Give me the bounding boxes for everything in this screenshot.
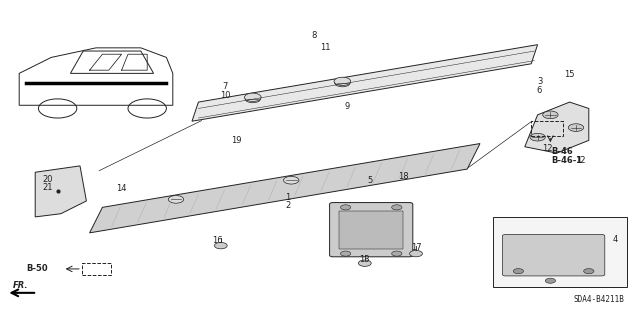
Circle shape: [584, 269, 594, 274]
Text: SDA4-B4211B: SDA4-B4211B: [573, 295, 624, 304]
Polygon shape: [35, 166, 86, 217]
Text: B-46-1: B-46-1: [552, 156, 583, 165]
Text: B-46: B-46: [552, 147, 573, 156]
Text: 9: 9: [345, 102, 350, 111]
Circle shape: [545, 278, 556, 283]
Text: 19: 19: [232, 137, 242, 145]
FancyBboxPatch shape: [330, 203, 413, 257]
Text: 2: 2: [285, 201, 291, 210]
Circle shape: [214, 242, 227, 249]
Circle shape: [392, 251, 402, 256]
Text: 1: 1: [285, 193, 291, 202]
Text: 18: 18: [398, 172, 408, 181]
Text: 17: 17: [411, 243, 421, 252]
Text: FR.: FR.: [13, 281, 28, 290]
Text: B-50: B-50: [26, 264, 48, 273]
Text: 20: 20: [43, 175, 53, 184]
Circle shape: [513, 269, 524, 274]
Circle shape: [392, 205, 402, 210]
Text: 16: 16: [212, 236, 223, 245]
Circle shape: [340, 205, 351, 210]
Circle shape: [530, 133, 545, 141]
Text: 7: 7: [223, 82, 228, 91]
Polygon shape: [192, 45, 538, 121]
Circle shape: [568, 124, 584, 131]
Text: 12: 12: [542, 144, 552, 153]
Text: 11: 11: [320, 43, 330, 52]
Text: 13: 13: [360, 256, 370, 264]
Polygon shape: [525, 102, 589, 153]
Text: 8: 8: [311, 31, 316, 40]
Circle shape: [168, 196, 184, 203]
Text: 12: 12: [575, 156, 585, 165]
Circle shape: [358, 260, 371, 266]
Text: 10: 10: [220, 91, 230, 100]
Circle shape: [410, 250, 422, 257]
Text: 3: 3: [537, 77, 542, 86]
Text: 5: 5: [367, 176, 372, 185]
Bar: [339, 211, 403, 249]
Circle shape: [543, 111, 558, 119]
Circle shape: [334, 77, 351, 85]
Text: 6: 6: [537, 86, 542, 95]
Bar: [82, 263, 111, 275]
Text: 21: 21: [43, 183, 53, 192]
Circle shape: [245, 95, 260, 103]
Bar: [493, 217, 627, 287]
FancyBboxPatch shape: [502, 234, 605, 276]
Bar: [531, 121, 563, 136]
Text: 4: 4: [613, 235, 618, 244]
Polygon shape: [90, 144, 480, 233]
Circle shape: [244, 93, 261, 101]
Text: 15: 15: [564, 70, 575, 78]
Circle shape: [340, 251, 351, 256]
Text: 14: 14: [116, 184, 127, 193]
Circle shape: [284, 176, 299, 184]
Circle shape: [335, 79, 350, 87]
